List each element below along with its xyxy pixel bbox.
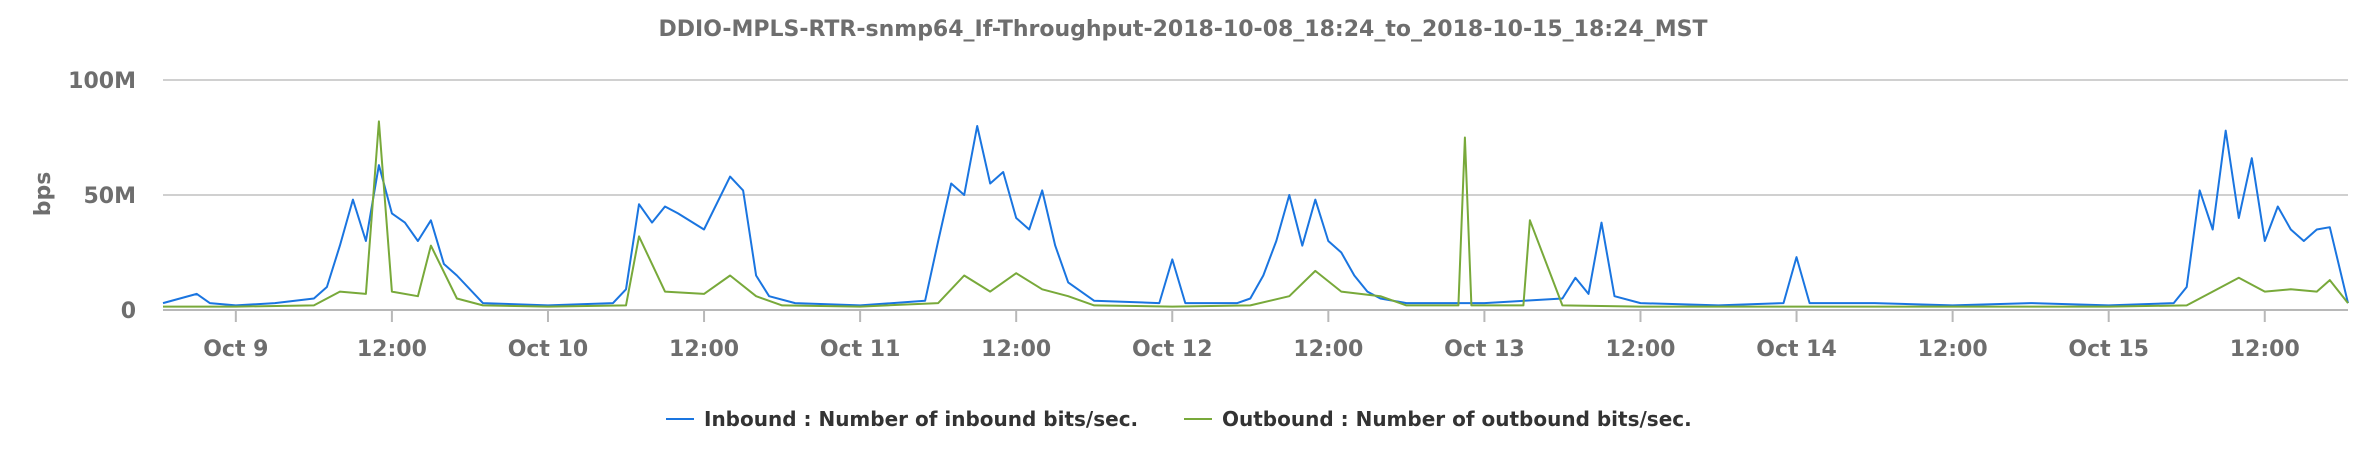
x-tick-label: 12:00 bbox=[1605, 337, 1675, 362]
x-tick-label: 12:00 bbox=[2230, 337, 2300, 362]
legend-item-outbound[interactable]: Outbound : Number of outbound bits/sec. bbox=[1184, 407, 1692, 431]
x-tick-label: 12:00 bbox=[357, 337, 427, 362]
y-tick-labels: 0 50M 100M bbox=[68, 69, 136, 324]
series-line-inbound bbox=[162, 125, 2349, 307]
legend-label-inbound: Inbound : Number of inbound bits/sec. bbox=[704, 407, 1138, 431]
x-axis bbox=[163, 309, 2348, 322]
y-tick-label: 0 bbox=[121, 299, 136, 324]
x-tick-label: Oct 12 bbox=[1132, 337, 1213, 362]
legend: Inbound : Number of inbound bits/sec. Ou… bbox=[666, 407, 1692, 431]
x-tick-label: Oct 10 bbox=[508, 337, 589, 362]
x-tick-label: 12:00 bbox=[669, 337, 739, 362]
x-tick-label: Oct 9 bbox=[203, 337, 268, 362]
y-tick-label: 50M bbox=[83, 184, 136, 209]
y-gridlines bbox=[163, 79, 2348, 196]
y-axis-label: bps bbox=[31, 172, 56, 217]
series-line-outbound bbox=[163, 120, 2349, 308]
x-tick-label: 12:00 bbox=[1293, 337, 1363, 362]
x-tick-labels: Oct 9 12:00 Oct 10 12:00 Oct 11 12:00 Oct 12 12… bbox=[203, 337, 2300, 362]
x-tick-label: Oct 15 bbox=[2068, 337, 2149, 362]
y-tick-label: 100M bbox=[68, 69, 136, 94]
x-tick-label: 12:00 bbox=[1918, 337, 1988, 362]
series-lines bbox=[162, 120, 2349, 308]
x-tick-label: Oct 14 bbox=[1756, 337, 1837, 362]
x-tick-label: Oct 11 bbox=[820, 337, 901, 362]
legend-label-outbound: Outbound : Number of outbound bits/sec. bbox=[1222, 407, 1692, 431]
chart-title: DDIO-MPLS-RTR-snmp64_If-Throughput-2018-… bbox=[659, 17, 1708, 42]
x-tick-label: 12:00 bbox=[981, 337, 1051, 362]
legend-item-inbound[interactable]: Inbound : Number of inbound bits/sec. bbox=[666, 407, 1138, 431]
x-tick-label: Oct 13 bbox=[1444, 337, 1525, 362]
